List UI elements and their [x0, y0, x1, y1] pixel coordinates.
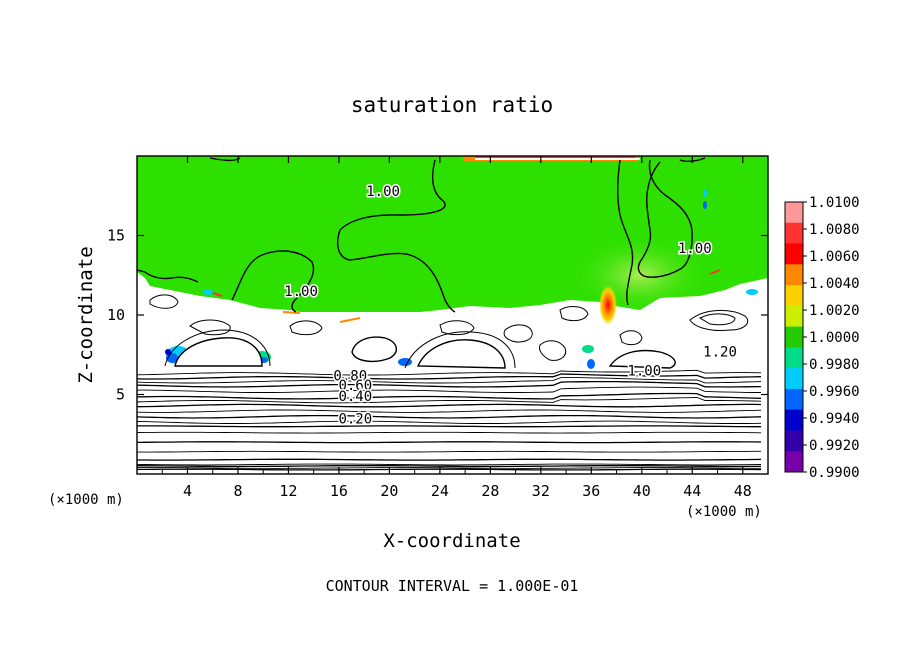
- colorbar-label: 0.9920: [809, 438, 860, 454]
- contour-label: 1.00: [366, 184, 400, 200]
- x-tick-label: 12: [279, 482, 297, 500]
- x-axis-label: X-coordinate: [383, 530, 520, 552]
- contour-level-line: [137, 409, 762, 413]
- colorbar-label: 1.0020: [809, 303, 860, 319]
- contour-label: 1.00: [627, 364, 661, 380]
- contour-level-line: [137, 392, 762, 400]
- y-axis-label: Z-coordinate: [75, 246, 97, 383]
- x-tick-label: 28: [481, 482, 499, 500]
- contour-level-line: [137, 465, 761, 468]
- y-axis: 5 10 15: [107, 227, 768, 404]
- contour-label: 0.80: [333, 368, 367, 384]
- colorbar-swatch: [785, 222, 803, 245]
- x-tick-label: 8: [233, 482, 242, 500]
- colorbar-label: 1.0000: [809, 330, 860, 346]
- colorbar-label: 1.0100: [809, 195, 860, 211]
- contour-level-line: [137, 458, 762, 461]
- contour-labels: 1.00 1.00 1.00 1.20 1.00 0.800.600.40 0.20: [283, 182, 739, 428]
- y-tick-label: 15: [107, 227, 125, 245]
- colorbar-label: 1.0080: [809, 222, 860, 238]
- contour-level-line: [137, 414, 762, 419]
- contour-level-line: [137, 420, 762, 424]
- contour-label: 0.60: [338, 378, 372, 394]
- x-tick-label: 36: [582, 482, 600, 500]
- colorbar-swatch: [785, 451, 803, 473]
- contour-label: 1.20: [703, 345, 737, 361]
- y-tick-label: 10: [107, 306, 125, 324]
- contour-level-line: [137, 397, 762, 404]
- x-tick-label: 24: [431, 482, 449, 500]
- contour-lines: [137, 369, 762, 471]
- colorbar-swatch: [785, 243, 803, 265]
- top-band-white: [475, 158, 640, 160]
- contour-level-line: [137, 463, 762, 466]
- contour-level-line: [137, 468, 762, 471]
- contour-level-line: [137, 441, 762, 444]
- colorbar-swatch: [785, 202, 803, 224]
- colorbar: 1.0100 1.0080 1.0060 1.0040 1.0020 1.0000 0.99…: [784, 195, 860, 481]
- y-tick-label: 5: [116, 386, 125, 404]
- colorbar-swatch: [785, 388, 803, 411]
- top-band-red: [475, 156, 635, 158]
- contour-label: 1.00: [678, 241, 712, 257]
- cloud-contours: [149, 294, 749, 369]
- contour-1p00: [137, 157, 706, 313]
- x-tick-label: 20: [380, 482, 398, 500]
- colorbar-swatch: [785, 409, 803, 431]
- plot-area: 1.00 1.00 1.00 1.20 1.00 0.800.600.40 0.20: [137, 156, 768, 474]
- x-unit-left: (×1000 m): [48, 492, 124, 508]
- x-tick-label: 32: [532, 482, 550, 500]
- contour-level-line: [137, 450, 761, 453]
- contour-level-line: [137, 386, 761, 393]
- chart-title: saturation ratio: [351, 93, 553, 117]
- x-unit-right: (×1000 m): [686, 504, 762, 520]
- contour-label: 0.20: [338, 411, 372, 427]
- contour-level-line: [137, 431, 762, 434]
- contour-level-line: [137, 467, 761, 469]
- contour-label: 0.40: [338, 389, 372, 405]
- contour-label: 1.00: [284, 284, 318, 300]
- contour-level-line: [137, 369, 762, 376]
- colorbar-swatch: [785, 305, 803, 328]
- contour-level-line: [137, 403, 762, 408]
- colorbar-label: 0.9980: [809, 357, 860, 373]
- x-tick-label: 4: [183, 482, 192, 500]
- edge-streak-orange: [282, 311, 361, 323]
- colorbar-label: 0.9960: [809, 384, 860, 400]
- contour-level-line: [137, 380, 762, 388]
- x-tick-label: 48: [734, 482, 752, 500]
- colorbar-swatch: [785, 430, 803, 452]
- x-tick-label: 44: [683, 482, 701, 500]
- colorbar-swatch: [785, 285, 803, 307]
- contour-level-line: [137, 377, 762, 384]
- colorbar-swatch: [785, 326, 803, 348]
- footer-contour-interval: CONTOUR INTERVAL = 1.000E-01: [326, 577, 579, 595]
- colorbar-label: 0.9940: [809, 411, 860, 427]
- x-tick-label: 40: [633, 482, 651, 500]
- colorbar-label: 0.9900: [809, 465, 860, 481]
- colorbar-label: 1.0060: [809, 249, 860, 265]
- contour-level-line: [137, 425, 761, 428]
- colorbar-label: 1.0040: [809, 276, 860, 292]
- colorbar-swatch: [785, 264, 803, 286]
- hot-spot: [599, 285, 617, 325]
- colorbar-swatch: [785, 368, 803, 390]
- colorbar-swatch: [785, 347, 803, 369]
- x-tick-label: 16: [330, 482, 348, 500]
- contour-level-line: [137, 373, 762, 380]
- x-axis: 4 8 12 16 20 24 28 32 36 40 44 48: [161, 156, 752, 500]
